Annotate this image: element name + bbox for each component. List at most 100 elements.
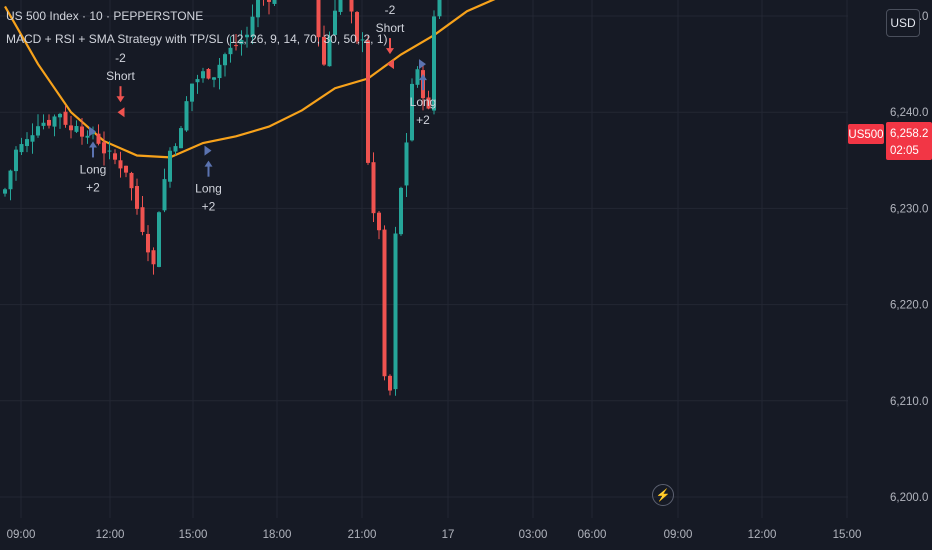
candle-body xyxy=(267,0,271,2)
signal-qty: -2 xyxy=(115,51,126,65)
candle-body xyxy=(19,144,24,153)
candle-body xyxy=(316,0,321,38)
candle-body xyxy=(377,212,381,231)
candle-body xyxy=(399,187,403,235)
candle-body xyxy=(118,160,123,169)
x-tick-label: 18:00 xyxy=(263,529,292,541)
candle-body xyxy=(124,165,128,173)
candle-body xyxy=(256,0,260,18)
lightning-icon[interactable]: ⚡ xyxy=(652,484,674,506)
candle-body xyxy=(382,229,387,377)
candle-body xyxy=(129,172,134,189)
candle-body xyxy=(432,16,436,111)
candle-body xyxy=(338,0,343,12)
candle-body xyxy=(245,34,249,38)
candle-body xyxy=(52,116,57,127)
long-entry-marker xyxy=(89,126,96,137)
candle-body xyxy=(393,233,398,390)
candle-body xyxy=(234,45,238,47)
y-tick-label: 6,210.0 xyxy=(890,396,928,408)
candle-body xyxy=(322,36,326,65)
candle-body xyxy=(151,250,156,265)
long-entry-marker xyxy=(204,145,212,156)
price-tag-countdown: 02:05 xyxy=(890,145,919,157)
candle-body xyxy=(228,47,233,55)
candle-body xyxy=(195,79,200,83)
candle-body xyxy=(272,0,277,4)
candle-body xyxy=(349,0,354,12)
candle-body xyxy=(179,128,183,149)
candle-body xyxy=(25,139,29,147)
candle-body xyxy=(217,64,222,79)
y-tick-label: 6,200.0 xyxy=(890,492,928,504)
y-tick-label: 6,230.0 xyxy=(890,203,928,215)
candle-body xyxy=(360,39,365,41)
x-tick-label: 21:00 xyxy=(348,529,377,541)
candle-body xyxy=(388,375,392,391)
candle-body xyxy=(371,162,376,214)
candle-body xyxy=(146,233,150,253)
candle-body xyxy=(80,126,84,137)
candle-body xyxy=(96,133,101,144)
y-tick-label: 6,240.0 xyxy=(890,107,928,119)
chart-grid xyxy=(0,0,848,518)
strategy-title[interactable]: MACD + RSI + SMA Strategy with TP/SL (12… xyxy=(6,32,388,46)
candle-body xyxy=(415,69,420,85)
candle-body xyxy=(74,126,79,132)
long-entry-marker xyxy=(419,59,426,70)
y-tick-label: 6,220.0 xyxy=(890,300,928,312)
signal-qty: -2 xyxy=(385,3,396,17)
x-tick-label: 12:00 xyxy=(96,529,125,541)
candle-body xyxy=(333,10,337,36)
x-tick-label: 15:00 xyxy=(179,529,208,541)
candle-body xyxy=(135,186,139,209)
candle-body xyxy=(366,40,370,163)
candle-body xyxy=(426,97,431,109)
candle-body xyxy=(107,150,112,152)
candle-body xyxy=(184,101,189,131)
short-arrow-head xyxy=(386,48,394,55)
short-entry-marker xyxy=(117,107,125,118)
candle-body xyxy=(201,71,205,79)
price-tag-symbol-bg xyxy=(848,124,884,144)
x-tick-label: 03:00 xyxy=(519,529,548,541)
signal-label: Short xyxy=(106,69,135,83)
x-tick-label: 06:00 xyxy=(578,529,607,541)
candle-body xyxy=(355,12,359,42)
x-tick-label: 12:00 xyxy=(748,529,777,541)
price-tag-price-bg xyxy=(886,122,932,160)
candles xyxy=(3,0,442,396)
signal-qty: +2 xyxy=(202,200,216,214)
candle-body xyxy=(36,126,40,136)
candle-body xyxy=(14,149,18,172)
x-tick-label: 17 xyxy=(442,529,455,541)
candle-body xyxy=(404,142,409,186)
price-tag: US500 6,258.2 02:05 xyxy=(848,122,932,160)
candle-body xyxy=(41,122,46,126)
sma-series xyxy=(4,0,496,159)
long-arrow-head xyxy=(204,160,213,167)
signal-label: Long xyxy=(80,162,107,176)
candle-body xyxy=(140,207,145,232)
long-arrow-head xyxy=(89,141,97,148)
signal-qty: +2 xyxy=(86,180,100,194)
signal-label: Long xyxy=(410,95,437,109)
candle-body xyxy=(437,0,442,17)
candle-body xyxy=(250,16,255,38)
axes: 6,200.06,210.06,220.06,230.06,240.06,250… xyxy=(7,11,929,541)
short-entry-marker xyxy=(387,59,394,70)
candle-body xyxy=(69,125,73,131)
candle-body xyxy=(8,170,13,190)
signal-label: Long xyxy=(195,182,222,196)
short-arrow-head xyxy=(116,96,125,103)
candle-body xyxy=(190,83,194,102)
candle-body xyxy=(239,40,244,45)
candle-body xyxy=(63,111,68,125)
currency-button[interactable]: USD xyxy=(886,9,920,37)
candle-body xyxy=(162,179,167,211)
candle-body xyxy=(212,77,216,80)
candle-body xyxy=(3,189,7,194)
candle-body xyxy=(173,146,178,152)
